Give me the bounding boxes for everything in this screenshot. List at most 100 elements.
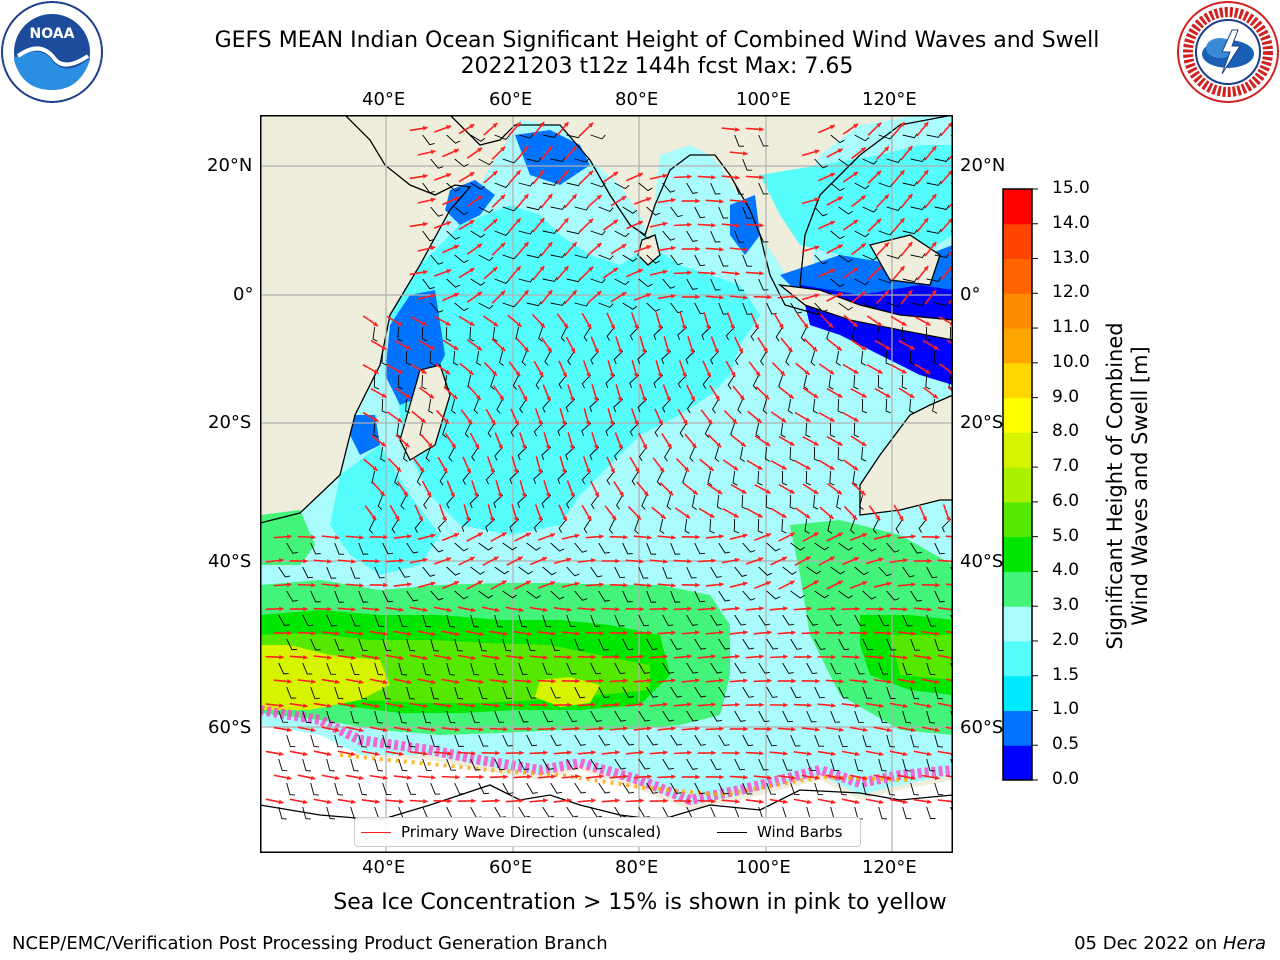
wind-barb bbox=[622, 638, 634, 651]
wind-barb bbox=[494, 614, 503, 628]
wave-arrow-head bbox=[681, 372, 687, 378]
wind-barb bbox=[542, 180, 558, 186]
wave-arrow-head bbox=[681, 324, 687, 330]
wave-arrow-head bbox=[807, 702, 812, 708]
wave-arrow-head bbox=[334, 727, 340, 733]
wind-barb bbox=[326, 806, 336, 820]
wind-barb bbox=[854, 182, 870, 190]
wind-barb bbox=[789, 446, 795, 462]
wave-arrow-head bbox=[711, 270, 716, 276]
wave-arrow-head bbox=[500, 346, 506, 352]
wave-arrow bbox=[947, 386, 953, 393]
wave-arrow-head bbox=[735, 223, 740, 228]
wind-barb bbox=[622, 302, 638, 310]
wave-arrow-head bbox=[812, 346, 818, 352]
wave-arrow-head bbox=[838, 775, 844, 781]
wind-barb bbox=[910, 542, 923, 554]
wind-barb bbox=[661, 350, 671, 364]
wind-barb bbox=[670, 542, 681, 555]
wave-arrow-head bbox=[519, 798, 524, 804]
wave-arrow-head bbox=[643, 491, 649, 496]
lon-label-bottom: 100°E bbox=[736, 857, 791, 878]
wave-arrow-head bbox=[527, 774, 532, 780]
wave-arrow-head bbox=[359, 535, 364, 540]
wave-arrow-head bbox=[547, 347, 552, 353]
wave-arrow-head bbox=[374, 751, 380, 757]
wave-arrow-head bbox=[837, 393, 843, 398]
wind-barb bbox=[878, 662, 889, 675]
wind-barb bbox=[478, 542, 493, 551]
lat-label-right: 40°S bbox=[960, 551, 1004, 572]
wind-barb bbox=[854, 662, 865, 675]
wind-barb bbox=[829, 422, 836, 438]
wave-arrow-head bbox=[767, 294, 772, 300]
wave-arrow-head bbox=[477, 291, 483, 297]
wave-arrow-head bbox=[637, 220, 643, 226]
wind-barb bbox=[694, 302, 706, 315]
wave-arrow-head bbox=[478, 631, 484, 637]
wave-arrow-head bbox=[380, 441, 386, 447]
colorbar-tick-label: 15.0 bbox=[1052, 178, 1090, 198]
wave-arrow-head bbox=[422, 557, 428, 563]
wind-barb bbox=[814, 158, 828, 169]
wave-arrow-head bbox=[445, 369, 451, 375]
wave-arrow-head bbox=[470, 655, 476, 661]
wind-barb bbox=[518, 133, 534, 139]
wave-arrow-head bbox=[599, 582, 604, 588]
wave-arrow-head bbox=[711, 750, 716, 756]
wave-arrow-head bbox=[853, 267, 859, 273]
noaa-logo: NOAA bbox=[1, 1, 103, 103]
wave-arrow-head bbox=[371, 515, 377, 521]
wind-barb bbox=[614, 662, 626, 675]
wave-arrow-head bbox=[611, 515, 617, 521]
wind-barb bbox=[406, 638, 416, 652]
wave-arrow-head bbox=[671, 774, 676, 780]
wave-arrow-head bbox=[899, 218, 905, 224]
wave-arrow-head bbox=[852, 322, 858, 327]
sea-ice-edge bbox=[260, 705, 953, 806]
wave-arrow-head bbox=[807, 606, 812, 612]
wave-arrow-head bbox=[623, 726, 628, 731]
wave-arrow-head bbox=[829, 172, 835, 178]
wave-arrow-head bbox=[447, 751, 452, 756]
wind-barb bbox=[710, 662, 723, 674]
wave-arrow-head bbox=[591, 798, 596, 803]
wave-arrow-head bbox=[719, 726, 724, 732]
wind-barb bbox=[949, 326, 953, 341]
wave-arrow-head bbox=[397, 321, 403, 326]
wave-arrow-head bbox=[803, 323, 809, 329]
wind-barb bbox=[885, 350, 891, 366]
lon-label-top: 80°E bbox=[615, 89, 659, 110]
wind-barb bbox=[886, 782, 895, 796]
wind-barb bbox=[934, 734, 943, 748]
wind-barb bbox=[886, 542, 900, 553]
wave-arrow-head bbox=[570, 492, 575, 498]
wind-barb bbox=[862, 542, 877, 552]
wave-arrow-head bbox=[860, 147, 866, 153]
wind-barb bbox=[638, 614, 649, 627]
wave-arrow-head bbox=[278, 703, 284, 708]
indonesia bbox=[777, 284, 953, 341]
wind-barb bbox=[278, 806, 287, 820]
wind-barb bbox=[517, 494, 527, 508]
wave-arrow-head bbox=[473, 492, 479, 498]
wind-barb bbox=[446, 566, 461, 576]
wave-arrow-head bbox=[735, 799, 740, 804]
wave-arrow-head bbox=[854, 751, 860, 757]
wave-arrow-head bbox=[829, 556, 835, 561]
wave-arrow-head bbox=[571, 242, 577, 248]
wind-barb bbox=[590, 494, 600, 510]
wind-barb bbox=[838, 206, 853, 215]
wave-arrow-head bbox=[591, 607, 596, 612]
wind-barb bbox=[838, 590, 853, 599]
wave-arrow-head bbox=[501, 532, 507, 537]
wind-barb bbox=[542, 132, 558, 138]
wave-arrow-head bbox=[767, 726, 772, 732]
wave-arrow-head bbox=[469, 321, 475, 326]
colorbar-cell bbox=[1003, 745, 1032, 781]
wind-barb bbox=[446, 278, 461, 288]
wind-barb bbox=[854, 614, 866, 627]
wave-arrow-head bbox=[935, 582, 940, 588]
wind-barb bbox=[782, 566, 797, 575]
wave-arrow-head bbox=[615, 654, 620, 660]
